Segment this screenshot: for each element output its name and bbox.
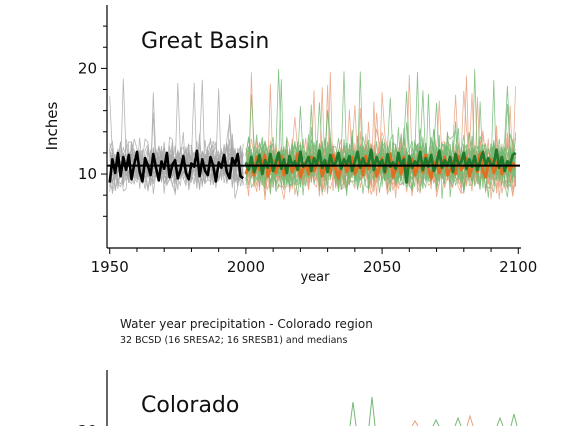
colorado-panel: Colorado 20 <box>78 370 518 426</box>
y-axis-label: Inches <box>43 101 61 150</box>
historical-median-line <box>108 149 244 183</box>
historical-ensemble-members <box>109 78 244 199</box>
caption-subtitle: 32 BCSD (16 SRESA2; 16 SRESB1) and media… <box>120 335 348 346</box>
sresa2-member-line <box>245 85 516 194</box>
colorado-ensemble-members <box>349 396 518 426</box>
x-axis-label: year <box>300 270 330 285</box>
caption-title: Water year precipitation - Colorado regi… <box>120 317 373 331</box>
y-tick-label: 10 <box>78 165 97 183</box>
colorado-member-line <box>466 414 474 426</box>
colorado-member-line <box>349 401 357 426</box>
great-basin-panel: 1950 2000 2050 2100 10 20 Great Basin Inches… <box>43 5 537 285</box>
y-tick-label: 20 <box>78 59 97 77</box>
x-tick-label: 2000 <box>227 258 265 276</box>
x-tick-group: 1950 2000 2050 2100 <box>91 248 537 276</box>
chart-title: Great Basin <box>141 29 269 54</box>
colorado-member-line <box>432 418 440 426</box>
x-tick-label: 2100 <box>499 258 537 276</box>
x-tick-label: 2050 <box>363 258 401 276</box>
colorado-member-line <box>454 416 462 426</box>
colorado-member-line <box>510 413 518 426</box>
colorado-member-line <box>411 420 419 426</box>
colorado-member-line <box>368 396 376 426</box>
colorado-member-line <box>496 416 504 426</box>
x-tick-label: 1950 <box>91 258 129 276</box>
colorado-title: Colorado <box>141 393 239 418</box>
sresb1-median-line <box>244 148 517 184</box>
y-tick-group: 10 20 <box>78 25 107 217</box>
colorado-y-tick-label: 20 <box>78 422 97 426</box>
